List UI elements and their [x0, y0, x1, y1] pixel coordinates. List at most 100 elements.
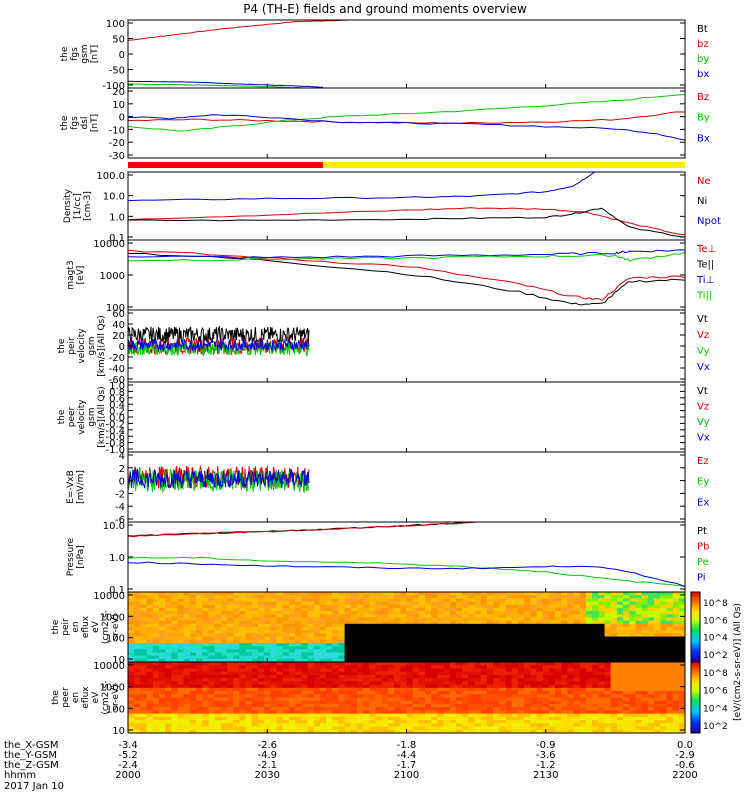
- peer_spec-cell: [332, 707, 340, 712]
- peer_spec-cell: [623, 726, 630, 731]
- y-axis-label: [cm-3]: [83, 191, 93, 221]
- peir_spec-cell: [165, 595, 172, 599]
- peer_spec-cell: [369, 694, 377, 699]
- peir_spec-cell: [220, 639, 228, 644]
- peir_spec-cell: [220, 607, 228, 612]
- peer_spec-cell: [202, 684, 210, 689]
- peir_spec-cell: [517, 604, 525, 609]
- peir_spec-cell: [629, 630, 637, 634]
- peer_spec-cell: [350, 681, 358, 686]
- peer_spec-cell: [567, 687, 575, 692]
- peir_spec-cell: [486, 658, 494, 662]
- peir_spec-cell: [165, 649, 172, 654]
- peer_spec-cell: [449, 687, 457, 692]
- peer_spec-cell: [511, 723, 519, 728]
- peir_spec-cell: [208, 633, 216, 638]
- peer_spec-cell: [641, 710, 649, 715]
- peir_spec-cell: [245, 633, 253, 638]
- peir_spec-cell: [437, 595, 445, 599]
- peer_spec-cell: [468, 700, 476, 705]
- peer_spec-cell: [629, 694, 637, 699]
- peir_spec-cell: [251, 592, 259, 596]
- peer_spec-cell: [189, 703, 197, 708]
- peir_spec-cell: [282, 633, 290, 638]
- peir_spec-cell: [295, 658, 302, 662]
- peer_spec-cell: [456, 674, 463, 679]
- peer_spec-cell: [604, 684, 612, 689]
- peer_spec-cell: [598, 691, 606, 695]
- peer_spec-cell: [499, 720, 507, 724]
- peer_spec-cell: [468, 665, 476, 670]
- peer_spec-cell: [412, 716, 420, 721]
- peir_spec-cell: [561, 611, 569, 615]
- peir_spec-cell: [499, 620, 507, 625]
- peir_spec-cell: [604, 646, 612, 650]
- peer_spec-cell: [288, 716, 296, 721]
- peir_spec-cell: [660, 627, 668, 631]
- series-Bx: [128, 114, 685, 141]
- peir_spec-cell: [480, 614, 488, 619]
- peir_spec-cell: [418, 642, 426, 647]
- peir_spec-cell: [425, 655, 432, 660]
- peir_spec-cell: [319, 620, 327, 625]
- peer_spec-cell: [400, 720, 408, 724]
- peer_spec-cell: [326, 687, 333, 692]
- peir_spec-cell: [400, 639, 408, 644]
- peer_spec-cell: [437, 703, 445, 708]
- peir_spec-cell: [517, 646, 525, 650]
- peir_spec-cell: [443, 658, 451, 662]
- peer_spec-cell: [171, 700, 179, 705]
- peer_spec-cell: [623, 687, 630, 692]
- peir_spec-cell: [344, 604, 352, 609]
- peir_spec-cell: [251, 627, 259, 631]
- peir_spec-cell: [462, 636, 469, 641]
- peer_spec-cell: [449, 726, 457, 731]
- peir_spec-cell: [678, 658, 685, 662]
- peer_spec-cell: [257, 694, 265, 699]
- peir_spec-cell: [288, 604, 296, 609]
- legend-entry: bx: [697, 69, 709, 80]
- legend-entry: Vt: [697, 314, 708, 325]
- peer_spec-cell: [629, 668, 637, 673]
- peir_spec-cell: [208, 627, 216, 631]
- peer_spec-cell: [678, 678, 685, 682]
- peir_spec-cell: [567, 639, 575, 644]
- peir_spec-cell: [245, 598, 253, 603]
- peer_spec-cell: [307, 668, 315, 673]
- peir_spec-cell: [183, 639, 191, 644]
- peir_spec-cell: [548, 652, 556, 657]
- peer_spec-cell: [387, 697, 395, 702]
- peir_spec-cell: [499, 614, 507, 619]
- peir_spec-cell: [264, 592, 271, 596]
- peir_spec-cell: [524, 658, 531, 662]
- legend-entry: bz: [697, 39, 709, 50]
- legend-entry: Pi: [697, 573, 706, 584]
- y-axis-label: eflux: [81, 686, 91, 709]
- peer_spec-cell: [128, 668, 135, 673]
- peir_spec-cell: [511, 655, 519, 660]
- peir_spec-cell: [245, 636, 253, 641]
- peir_spec-cell: [363, 642, 370, 647]
- peir_spec-cell: [326, 630, 333, 634]
- peir_spec-cell: [536, 655, 544, 660]
- peer_spec-cell: [313, 726, 321, 731]
- peer_spec-cell: [295, 671, 302, 676]
- peir_spec-cell: [493, 649, 500, 654]
- peer_spec-cell: [623, 716, 630, 721]
- peer_spec-cell: [239, 684, 247, 689]
- peer_spec-cell: [264, 681, 271, 686]
- peer_spec-cell: [251, 700, 259, 705]
- peer_spec-cell: [214, 691, 222, 695]
- peer_spec-cell: [307, 665, 315, 670]
- peer_spec-cell: [579, 716, 587, 721]
- peer_spec-cell: [598, 723, 606, 728]
- peer_spec-cell: [456, 726, 463, 731]
- peer_spec-cell: [412, 707, 420, 712]
- peer_spec-cell: [555, 713, 562, 718]
- peer_spec-cell: [598, 668, 606, 673]
- peir_spec-cell: [319, 595, 327, 599]
- peer_spec-cell: [369, 713, 377, 718]
- peer_spec-cell: [158, 703, 166, 708]
- peir_spec-cell: [338, 595, 346, 599]
- peer_spec-cell: [530, 720, 538, 724]
